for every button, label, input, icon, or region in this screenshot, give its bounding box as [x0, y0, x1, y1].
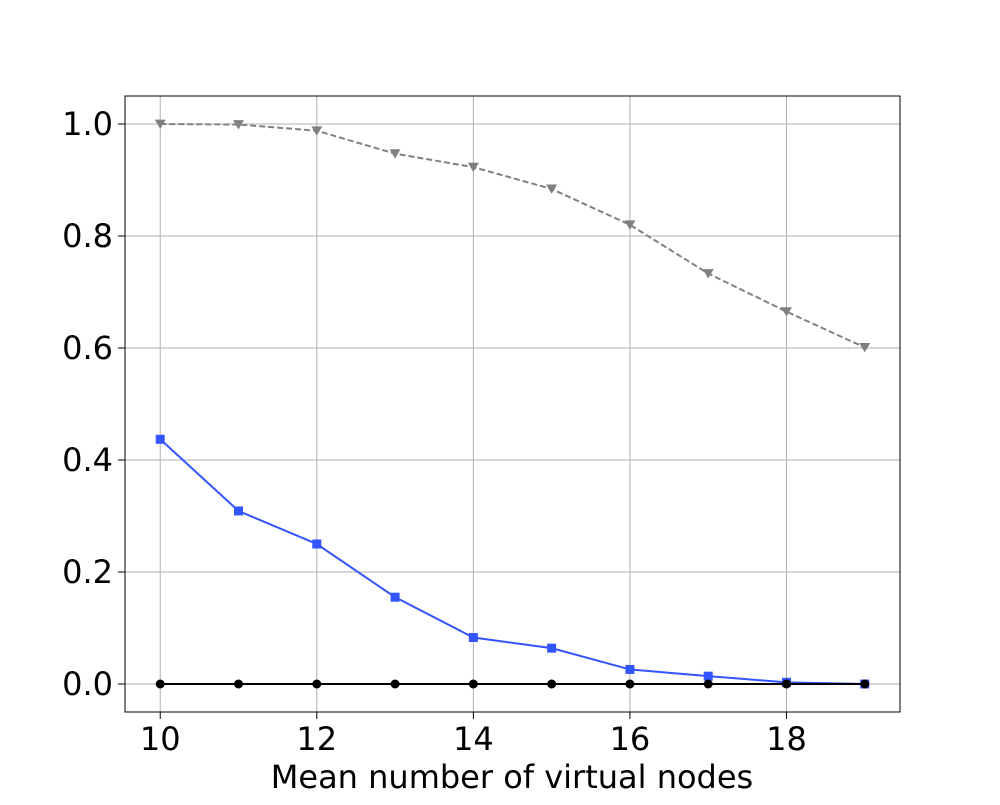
x-tick-label: 18	[766, 720, 807, 758]
data-point-square	[703, 671, 713, 681]
axis-ticks: 10 12 14 16 18 0.0 0.2 0.4 0.6 0.8 1.0	[62, 105, 807, 758]
data-point-square	[468, 633, 478, 643]
data-point-square	[155, 434, 165, 444]
x-tick-label: 14	[453, 720, 494, 758]
data-point-circle	[860, 679, 870, 689]
plot-frame	[124, 95, 901, 713]
data-point-circle	[703, 679, 713, 689]
data-point-triangle	[546, 184, 558, 194]
data-point-square	[625, 664, 635, 674]
series-1	[154, 119, 871, 353]
data-point-square	[547, 643, 557, 653]
data-point-circle	[155, 679, 165, 689]
y-tick-label: 0.6	[62, 329, 113, 367]
data-point-triangle	[233, 120, 245, 130]
y-tick-label: 0.2	[62, 553, 113, 591]
data-point-triangle	[389, 149, 401, 159]
data-point-triangle	[780, 307, 792, 317]
y-tick-label: 1.0	[62, 105, 113, 143]
data-point-circle	[234, 679, 244, 689]
y-tick-label: 0.0	[62, 665, 113, 703]
data-point-square	[312, 539, 322, 549]
data-point-circle	[468, 679, 478, 689]
data-point-circle	[312, 679, 322, 689]
data-point-circle	[547, 679, 557, 689]
data-point-triangle	[624, 220, 636, 230]
series-3	[155, 679, 870, 689]
data-point-square	[390, 592, 400, 602]
data-point-triangle	[702, 269, 714, 279]
x-tick-label: 10	[140, 720, 181, 758]
series-layer	[154, 119, 871, 689]
data-point-triangle	[311, 126, 323, 136]
data-point-circle	[625, 679, 635, 689]
data-point-triangle	[859, 343, 871, 353]
data-point-triangle	[154, 119, 166, 129]
data-point-circle	[390, 679, 400, 689]
x-tick-label: 12	[296, 720, 337, 758]
grid	[125, 96, 900, 712]
y-tick-label: 0.4	[62, 441, 113, 479]
data-point-circle	[781, 679, 791, 689]
y-tick-label: 0.8	[62, 217, 113, 255]
data-point-triangle	[467, 162, 479, 173]
series-2-line	[159, 438, 865, 685]
series-1-line	[160, 123, 866, 349]
x-axis-title: Mean number of virtual nodes	[271, 758, 753, 796]
x-tick-label: 16	[610, 720, 651, 758]
data-point-square	[234, 506, 244, 516]
series-2	[155, 434, 870, 689]
